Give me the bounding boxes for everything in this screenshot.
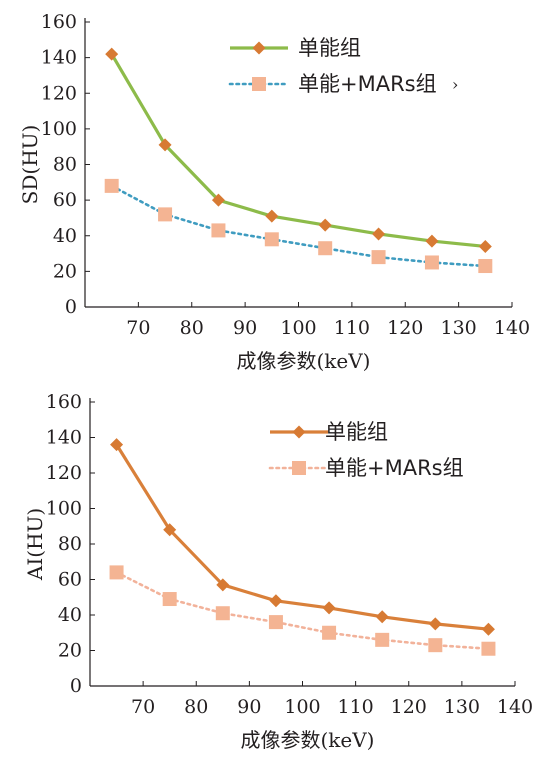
x-tick-label: 120 [387,317,423,339]
y-tick-label: 160 [46,391,82,413]
series-line [110,184,487,268]
series-line [110,53,486,249]
series-line [115,571,490,651]
data-point [375,632,390,647]
legend-marker [252,77,266,91]
data-point [428,638,443,653]
x-tick-label: 140 [494,317,530,339]
data-point [265,209,279,223]
data-point [424,255,439,270]
legend-entry: 单能+MARs组 [268,456,464,480]
data-point [478,259,493,274]
data-point [215,606,230,621]
y-tick-label: 0 [70,675,82,697]
series-line [115,443,489,631]
y-tick-label: 40 [58,604,82,626]
y-tick-label: 100 [41,118,77,140]
data-point [428,617,442,631]
data-point [211,223,226,238]
y-axis-title: SD(HU) [18,125,42,205]
legend-marker [292,461,306,475]
data-point [318,241,333,256]
data-point [109,565,124,580]
data-point [110,438,124,452]
x-tick-label: 110 [334,317,370,339]
y-tick-label: 20 [58,640,82,662]
data-point [372,227,386,241]
x-axis-title: 成像参数(keV) [240,728,374,752]
legend-label: 单能组 [298,36,361,60]
data-point [264,232,279,247]
legend-stray-mark: › [452,75,458,94]
data-point [105,47,119,61]
series-mono [110,438,495,636]
data-point [375,610,389,624]
y-tick-label: 40 [53,225,77,247]
legend-marker [252,41,266,55]
data-point [371,250,386,265]
y-tick-label: 80 [53,154,77,176]
x-tick-label: 100 [280,317,316,339]
x-tick-label: 130 [440,317,476,339]
legend-marker [292,425,306,439]
data-point [211,193,225,207]
x-tick-label: 110 [337,696,373,718]
y-tick-label: 60 [53,189,77,211]
x-tick-label: 80 [184,696,208,718]
legend-label: 单能+MARs组 [298,72,437,96]
legend-entry: 单能+MARs组 [228,72,437,96]
x-tick-label: 70 [131,696,155,718]
y-tick-label: 140 [46,427,82,449]
data-point [481,622,495,636]
data-point [425,234,439,248]
y-axis-title: AI(HU) [23,508,47,581]
y-tick-label: 160 [41,11,77,33]
data-point [318,218,332,232]
series-mono-mars [104,178,493,274]
data-point [481,641,496,656]
data-point [478,239,492,253]
legend-label: 单能+MARs组 [325,456,464,480]
axes: 0 20 40 60 80 100 120 140 160 70 80 90 100 110 120 130 1… [41,11,530,339]
data-point [162,592,177,607]
data-point [158,207,173,222]
y-tick-label: 120 [41,82,77,104]
data-point [158,138,172,152]
x-tick-label: 90 [237,696,261,718]
y-tick-label: 100 [46,498,82,520]
y-tick-label: 120 [46,462,82,484]
x-tick-label: 80 [180,317,204,339]
data-point [163,523,177,537]
data-point [268,615,283,630]
x-tick-label: 100 [284,696,320,718]
data-point [216,578,230,592]
data-point [322,625,337,640]
y-tick-label: 0 [65,296,77,318]
data-point [104,178,119,193]
sd-chart: 0 20 40 60 80 100 120 140 160 70 80 90 100 110 120 130 1… [18,11,530,373]
x-axis-title: 成像参数(keV) [236,349,370,373]
ai-chart: 0 20 40 60 80 100 120 140 160 70 80 90 100 110 120 130 1… [23,391,533,752]
y-tick-label: 60 [58,569,82,591]
series-mono-mars [109,565,496,656]
x-tick-label: 90 [233,317,257,339]
x-tick-label: 120 [391,696,427,718]
x-tick-label: 70 [126,317,150,339]
y-tick-label: 140 [41,47,77,69]
legend-entry: 单能组 [270,420,388,444]
x-tick-label: 130 [444,696,480,718]
y-tick-label: 80 [58,533,82,555]
data-point [322,601,336,615]
series-mono [105,47,492,253]
x-tick-label: 140 [497,696,533,718]
legend-entry: 单能组 [230,36,361,60]
y-tick-label: 20 [53,260,77,282]
axes: 0 20 40 60 80 100 120 140 160 70 80 90 100 110 120 130 1… [46,391,533,718]
data-point [269,594,283,608]
legend-label: 单能组 [325,420,388,444]
